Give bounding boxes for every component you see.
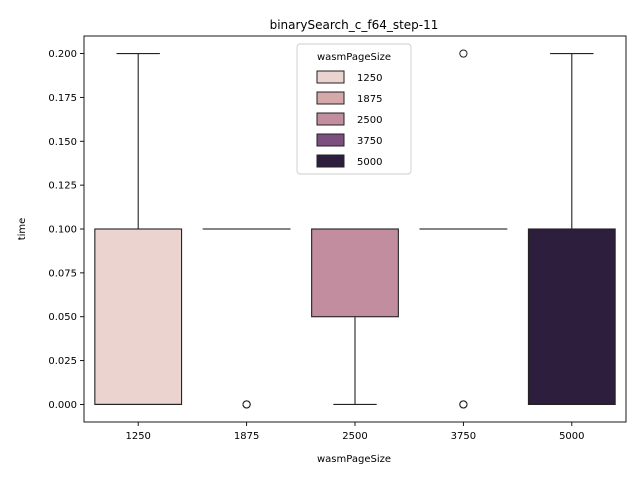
box-group-1875 [202, 228, 291, 409]
y-tick-label: 0.050 [48, 312, 77, 323]
legend-label: 1250 [357, 73, 382, 84]
box-rect [94, 228, 183, 406]
box-group-3750 [419, 49, 508, 409]
legend-label: 3750 [357, 136, 382, 147]
x-tick-label: 1875 [234, 431, 259, 442]
x-tick-label: 2500 [342, 431, 367, 442]
y-tick-label: 0.075 [48, 268, 77, 279]
legend-swatch [316, 70, 345, 84]
legend-swatch [316, 154, 345, 168]
x-tick-label: 5000 [559, 431, 584, 442]
outlier-point [242, 400, 251, 409]
box-rect [527, 228, 616, 406]
y-tick-label: 0.125 [48, 181, 77, 192]
axes: 0.000 0.025 0.050 0.075 0.100 0.125 0.150 0.175… [48, 35, 627, 442]
box-group-5000 [527, 52, 616, 406]
legend-label: 5000 [357, 157, 382, 168]
box-group-2500 [311, 228, 399, 406]
y-axis-label: time [17, 218, 28, 241]
outlier-point [459, 400, 468, 409]
y-tick-label: 0.000 [48, 400, 77, 411]
x-tick-label: 1250 [125, 431, 150, 442]
legend-swatch [316, 91, 345, 105]
y-tick-label: 0.025 [48, 356, 77, 367]
box-group-1250 [94, 52, 183, 406]
x-axis-label: wasmPageSize [317, 454, 391, 465]
y-tick-label: 0.100 [48, 225, 77, 236]
box-rect [311, 228, 399, 318]
plot-area [94, 49, 616, 409]
outlier-point [459, 49, 468, 58]
y-tick-label: 0.200 [48, 49, 77, 60]
legend-box [296, 43, 412, 175]
legend-label: 1875 [357, 94, 382, 105]
legend-title: wasmPageSize [317, 52, 391, 63]
x-tick-label: 3750 [451, 431, 476, 442]
legend-swatch [316, 133, 345, 147]
legend-swatch [316, 112, 345, 126]
y-tick-label: 0.175 [48, 93, 77, 104]
y-tick-label: 0.150 [48, 137, 77, 148]
chart-title: binarySearch_c_f64_step-11 [270, 18, 439, 32]
legend: wasmPageSize 1250 1875 2500 3750 5000 [296, 43, 412, 175]
legend-label: 2500 [357, 115, 382, 126]
